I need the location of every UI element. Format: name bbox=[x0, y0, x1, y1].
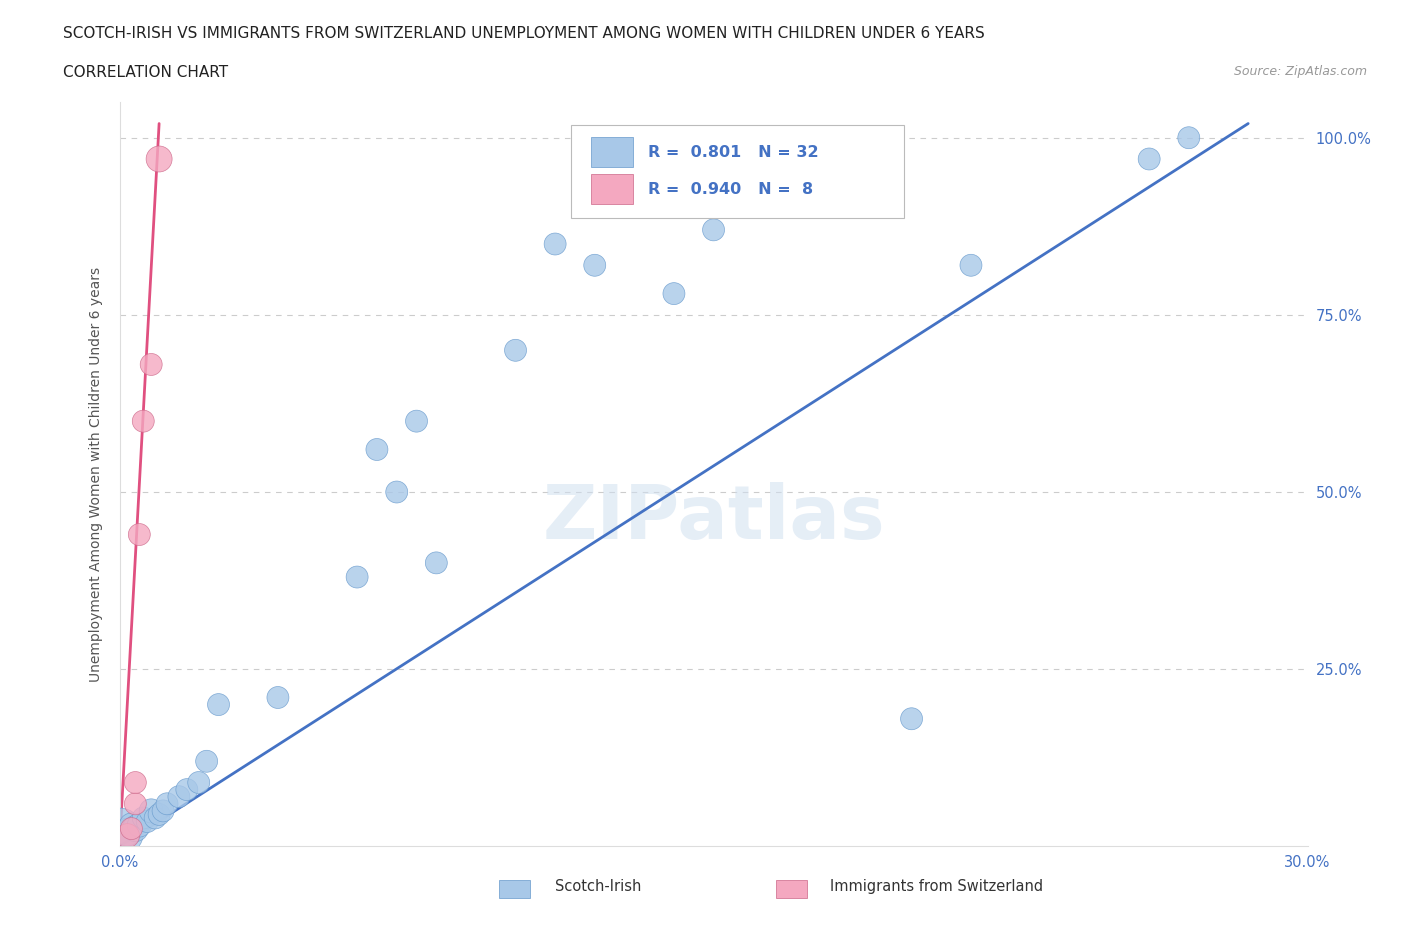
Point bbox=[960, 258, 983, 272]
Y-axis label: Unemployment Among Women with Children Under 6 years: Unemployment Among Women with Children U… bbox=[89, 267, 103, 682]
Text: R =  0.801   N = 32: R = 0.801 N = 32 bbox=[648, 145, 818, 160]
Point bbox=[141, 357, 163, 372]
Point bbox=[405, 414, 427, 429]
Text: SCOTCH-IRISH VS IMMIGRANTS FROM SWITZERLAND UNEMPLOYMENT AMONG WOMEN WITH CHILDR: SCOTCH-IRISH VS IMMIGRANTS FROM SWITZERL… bbox=[63, 26, 986, 41]
Point bbox=[148, 152, 170, 166]
Bar bbox=[591, 138, 633, 167]
FancyBboxPatch shape bbox=[571, 125, 904, 218]
Point bbox=[128, 527, 150, 542]
Bar bbox=[591, 175, 633, 205]
Point bbox=[505, 343, 527, 358]
Point bbox=[117, 829, 139, 844]
Point bbox=[366, 442, 388, 457]
Point bbox=[156, 796, 179, 811]
Point bbox=[1178, 130, 1201, 145]
Point bbox=[267, 690, 290, 705]
Point bbox=[187, 775, 209, 790]
Point bbox=[120, 817, 142, 832]
Text: Immigrants from Switzerland: Immigrants from Switzerland bbox=[830, 879, 1043, 894]
Point bbox=[124, 775, 146, 790]
Point bbox=[143, 811, 166, 826]
Point bbox=[207, 698, 229, 712]
Text: ZIPatlas: ZIPatlas bbox=[543, 483, 884, 555]
Point bbox=[136, 814, 159, 829]
Text: R =  0.940   N =  8: R = 0.940 N = 8 bbox=[648, 182, 813, 197]
Point bbox=[124, 821, 146, 836]
Point bbox=[132, 414, 155, 429]
Point bbox=[167, 790, 190, 804]
Point bbox=[128, 817, 150, 832]
Point bbox=[132, 811, 155, 826]
Point bbox=[544, 236, 567, 251]
Text: CORRELATION CHART: CORRELATION CHART bbox=[63, 65, 228, 80]
Text: Scotch-Irish: Scotch-Irish bbox=[555, 879, 641, 894]
Point bbox=[195, 754, 218, 769]
Point bbox=[108, 825, 131, 840]
Text: Source: ZipAtlas.com: Source: ZipAtlas.com bbox=[1233, 65, 1367, 78]
Point bbox=[176, 782, 198, 797]
Point bbox=[702, 222, 725, 237]
Point bbox=[425, 555, 447, 570]
Point bbox=[662, 286, 685, 301]
Point bbox=[583, 258, 606, 272]
Point bbox=[148, 807, 170, 822]
Point bbox=[117, 825, 139, 840]
Point bbox=[124, 796, 146, 811]
Point bbox=[1137, 152, 1160, 166]
Point bbox=[120, 821, 142, 836]
Point bbox=[346, 569, 368, 584]
Point bbox=[762, 152, 785, 166]
Point bbox=[900, 711, 922, 726]
Point bbox=[385, 485, 408, 499]
Point bbox=[141, 804, 163, 818]
Point bbox=[152, 804, 174, 818]
